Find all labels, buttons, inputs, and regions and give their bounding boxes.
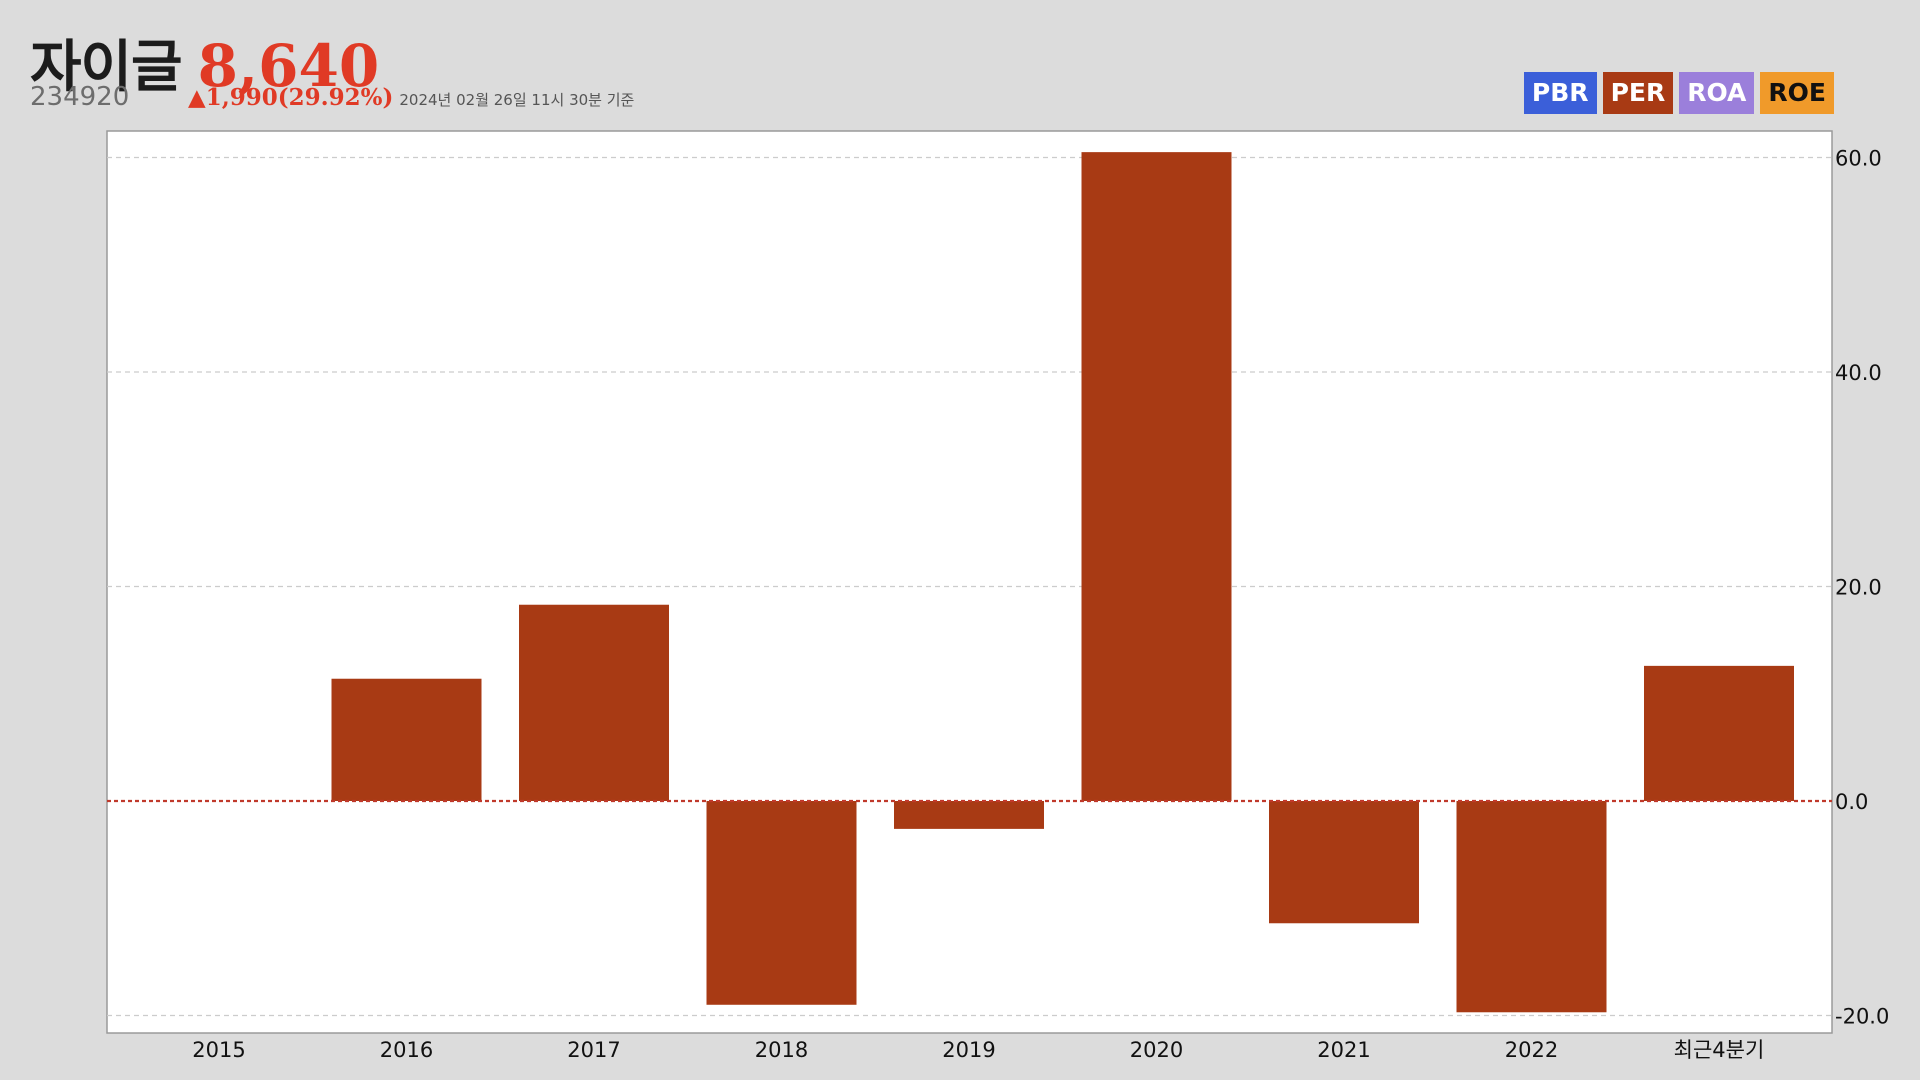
bar-2017[interactable] [519,604,669,801]
x-tick-label: 2021 [1317,1038,1370,1062]
x-tick-label: 2020 [1130,1038,1183,1062]
bar-최근4분기[interactable] [1644,665,1794,801]
y-tick-label: 20.0 [1835,576,1882,600]
metric-legend: PBR PER ROA ROE [1523,72,1834,114]
legend-pbr-button[interactable]: PBR [1523,72,1597,114]
bar-2022[interactable] [1456,801,1607,1013]
bar-2021[interactable] [1269,801,1419,924]
y-axis-ticks: 60.0 40.0 20.0 0.0 -20.0 [1835,147,1889,1029]
legend-roa-button[interactable]: ROA [1679,72,1755,114]
bar-2018[interactable] [706,801,857,1005]
bar-layer [331,152,1794,1013]
stock-date: 2024년 02월 26일 11시 30분 기준 [399,91,635,109]
stock-code: 234920 [30,82,130,112]
legend-roe-button[interactable]: ROE [1760,72,1834,114]
x-tick-label: 2019 [942,1038,995,1062]
x-axis-ticks: 2015 2016 2017 2018 2019 2020 2021 2022 최근4분기 [192,1038,1764,1062]
x-tick-label: 2016 [380,1038,433,1062]
x-tick-label: 2017 [567,1038,620,1062]
y-tick-label: 60.0 [1835,147,1882,171]
stock-header: 자이글 8,640 234920 ▲1,990(29.92%) 2024년 02월 2… [30,22,1630,122]
sub-row: 234920 ▲1,990(29.92%) 2024년 02월 26일 11시 30… [30,82,634,112]
x-tick-label: 최근4분기 [1674,1038,1765,1062]
legend-per-button[interactable]: PER [1602,72,1674,114]
title-row: 자이글 8,640 [30,22,379,103]
x-tick-label: 2015 [192,1038,245,1062]
stock-name: 자이글 [30,35,183,100]
y-tick-label: 40.0 [1835,361,1882,385]
bar-2020[interactable] [1081,152,1232,801]
bar-2016[interactable] [331,678,482,801]
stock-change: ▲1,990(29.92%) [188,84,394,111]
x-tick-label: 2018 [755,1038,808,1062]
y-tick-label: 0.0 [1835,790,1868,814]
x-tick-label: 2022 [1505,1038,1558,1062]
bar-2019[interactable] [894,801,1044,829]
stock-price: 8,640 [197,32,380,100]
y-tick-label: -20.0 [1835,1005,1889,1029]
